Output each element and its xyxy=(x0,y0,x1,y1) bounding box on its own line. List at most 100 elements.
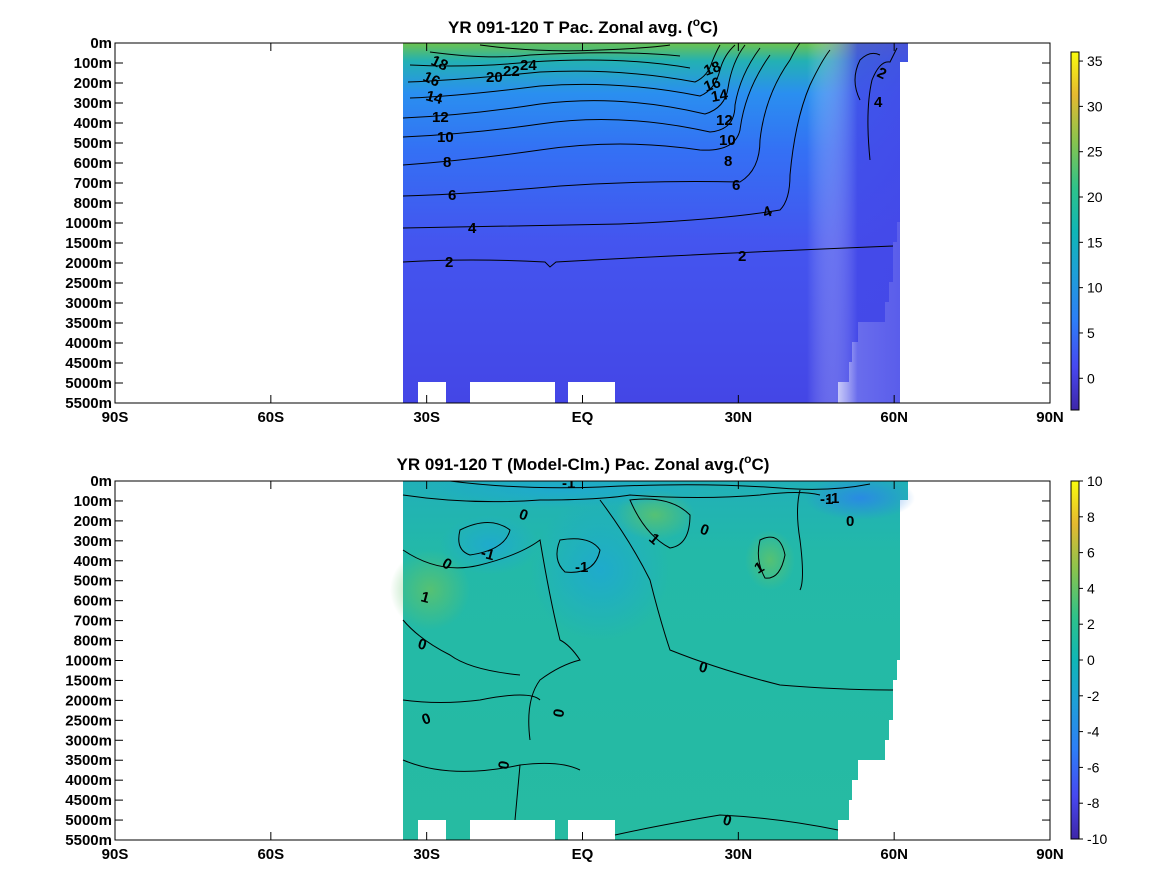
contour-label: -1 xyxy=(575,559,588,576)
y-axis-bottom: 0m 100m 200m 300m 400m 500m 600m 700m 800m 1000m 1… xyxy=(65,473,1050,849)
y-tick-label: 400m xyxy=(74,553,112,570)
contour-label: 2 xyxy=(738,248,746,265)
contour-lines xyxy=(402,481,894,836)
x-tick-label: 90S xyxy=(102,409,129,426)
panel-bottom-title: YR 091-120 T (Model-Clm.) Pac. Zonal avg… xyxy=(397,452,770,474)
x-tick-label: 30S xyxy=(413,846,440,863)
y-tick-label: 200m xyxy=(74,513,112,530)
contour-label: -1 xyxy=(820,491,833,508)
panel-bottom: YR 091-120 T (Model-Clm.) Pac. Zonal avg… xyxy=(65,452,1107,863)
y-tick-label: 1000m xyxy=(65,215,112,232)
x-tick-label: 30N xyxy=(725,409,753,426)
contour-label: 22 xyxy=(503,63,520,80)
y-tick-label: 5500m xyxy=(65,832,112,849)
y-tick-label: 800m xyxy=(74,195,112,212)
y-tick-label: 5500m xyxy=(65,395,112,412)
y-tick-label: 1500m xyxy=(65,672,112,689)
y-tick-label: 4000m xyxy=(65,772,112,789)
contour-label: 6 xyxy=(448,187,456,204)
y-tick-label: 2500m xyxy=(65,712,112,729)
colorbar-tick-label: -10 xyxy=(1087,831,1107,847)
y-tick-label: 300m xyxy=(74,533,112,550)
contour-label: 12 xyxy=(716,112,733,129)
y-axis-top: 0m 100m 200m 300m 400m 500m 600m 700m 800m 1000m 1… xyxy=(65,35,1050,412)
x-tick-label: 60N xyxy=(880,846,908,863)
contour-label: -1 xyxy=(562,475,575,492)
contour-label: 18 xyxy=(428,52,450,74)
contour-label: 8 xyxy=(443,154,451,171)
y-tick-label: 3000m xyxy=(65,295,112,312)
colorbar-top: 0 5 10 15 20 25 30 35 xyxy=(1070,51,1103,411)
contour-label: 4 xyxy=(874,94,883,111)
y-tick-label: 5000m xyxy=(65,375,112,392)
y-tick-label: 0m xyxy=(90,35,112,52)
y-tick-label: 3500m xyxy=(65,752,112,769)
contour-label: 6 xyxy=(732,177,740,194)
y-tick-label: 700m xyxy=(74,613,112,630)
contour-label: 24 xyxy=(520,57,537,74)
contour-label: 14 xyxy=(424,87,445,108)
y-tick-label: 400m xyxy=(74,115,112,132)
contour-label: 4 xyxy=(468,220,477,237)
colorbar-tick-label: -8 xyxy=(1087,795,1100,811)
y-tick-label: 600m xyxy=(74,593,112,610)
y-tick-label: 2000m xyxy=(65,692,112,709)
y-tick-label: 4500m xyxy=(65,355,112,372)
y-tick-label: 100m xyxy=(74,55,112,72)
x-tick-label: 90N xyxy=(1036,846,1064,863)
contour-label: 0 xyxy=(846,513,854,530)
contour-label: 2 xyxy=(445,254,453,271)
y-tick-label: 5000m xyxy=(65,812,112,829)
contour-label: 10 xyxy=(437,129,454,146)
colorbar-tick-label: 10 xyxy=(1087,473,1103,489)
x-tick-label: 60S xyxy=(257,409,284,426)
contour-label: 16 xyxy=(420,68,442,90)
colorbar-tick-label: 4 xyxy=(1087,580,1095,596)
x-tick-label: 60N xyxy=(880,409,908,426)
y-tick-label: 4500m xyxy=(65,792,112,809)
contour-label: 8 xyxy=(724,153,732,170)
y-tick-label: 300m xyxy=(74,95,112,112)
colorbar-tick-label: 15 xyxy=(1087,234,1103,250)
colorbar-bottom: 10 8 6 4 2 0 -2 -4 -6 -8 -10 xyxy=(1070,473,1107,847)
panel-top: YR 091-120 T Pac. Zonal avg. (oC) xyxy=(65,15,1103,426)
y-tick-label: 3000m xyxy=(65,732,112,749)
x-tick-label: 30N xyxy=(725,846,753,863)
colorbar-tick-label: 25 xyxy=(1087,144,1103,160)
colorbar-tick-label: 20 xyxy=(1087,189,1103,205)
anomaly-field: -1 -1 0 0 1 0 -1 0 -1 1 -1 1 0 0 0 0 0 0… xyxy=(390,475,915,840)
contour-label: 20 xyxy=(486,69,503,86)
y-tick-label: 800m xyxy=(74,633,112,650)
y-tick-label: 1500m xyxy=(65,235,112,252)
y-tick-label: 4000m xyxy=(65,335,112,352)
panel-top-title: YR 091-120 T Pac. Zonal avg. (oC) xyxy=(448,15,718,37)
x-axis-bottom: 90S 60S 30S EQ 30N 60N 90N xyxy=(102,481,1064,863)
colorbar-tick-label: -4 xyxy=(1087,724,1100,740)
colorbar-tick-label: 0 xyxy=(1087,652,1095,668)
y-tick-label: 100m xyxy=(74,493,112,510)
contour-label: -1 xyxy=(479,544,496,564)
colorbar-tick-label: 35 xyxy=(1087,53,1103,69)
colorbar-tick-label: 10 xyxy=(1087,280,1103,296)
temperature-field: 18 16 14 12 10 8 6 4 2 20 22 24 18 16 14… xyxy=(370,43,908,403)
y-tick-label: 1000m xyxy=(65,653,112,670)
colorbar-tick-label: 2 xyxy=(1087,616,1095,632)
colorbar-tick-label: -6 xyxy=(1087,759,1100,775)
y-tick-label: 700m xyxy=(74,175,112,192)
contour-label: 16 xyxy=(702,74,723,96)
contour-lines xyxy=(402,43,898,268)
x-tick-label: 90S xyxy=(102,846,129,863)
y-tick-label: 3500m xyxy=(65,315,112,332)
y-tick-label: 0m xyxy=(90,473,112,490)
y-tick-label: 500m xyxy=(74,573,112,590)
colorbar-tick-label: 8 xyxy=(1087,509,1095,525)
x-tick-label: 60S xyxy=(257,846,284,863)
colorbar-tick-label: 30 xyxy=(1087,98,1103,114)
contour-label: 12 xyxy=(432,109,449,126)
contour-label: 10 xyxy=(719,132,736,149)
contour-label: 14 xyxy=(710,86,730,106)
contour-label: -1 xyxy=(826,490,839,507)
contour-label: 0 xyxy=(550,708,568,719)
colorbar-tick-label: -2 xyxy=(1087,688,1100,704)
